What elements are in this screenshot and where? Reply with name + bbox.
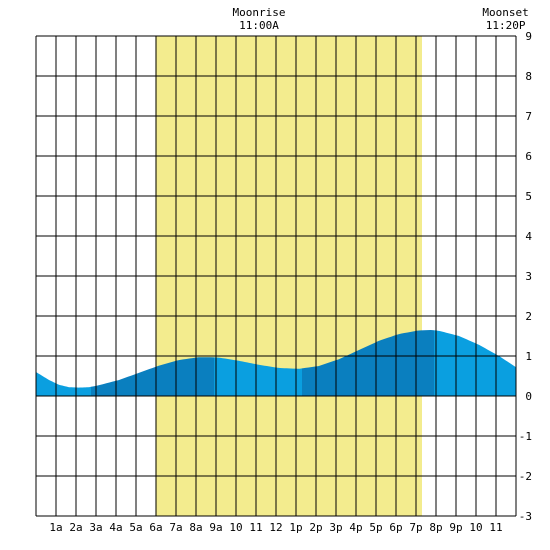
x-tick-label: 9p (449, 521, 462, 534)
tide-area-segment-2 (91, 357, 214, 396)
y-tick-label: 9 (525, 30, 532, 43)
x-tick-label: 1a (49, 521, 62, 534)
x-tick-label: 6a (149, 521, 162, 534)
moonset-time: 11:20P (486, 19, 526, 32)
x-tick-label: 4p (349, 521, 362, 534)
x-tick-label: 10 (469, 521, 482, 534)
x-tick-label: 12 (269, 521, 282, 534)
y-tick-label: 2 (525, 310, 532, 323)
x-tick-label: 4a (109, 521, 122, 534)
y-tick-label: 7 (525, 110, 532, 123)
y-tick-label: 8 (525, 70, 532, 83)
x-axis-tick-labels: 1a 2a 3a 4a 5a 6a 7a 8a 9a 10 11 12 1p 2p 3p 4p 5p 6p 7p 8p… (49, 521, 502, 534)
x-tick-label: 9a (209, 521, 222, 534)
y-tick-label: 5 (525, 190, 532, 203)
x-tick-label: 5p (369, 521, 382, 534)
tide-area-segment-1 (36, 372, 91, 396)
y-tick-label: -1 (519, 430, 532, 443)
y-tick-label: 6 (525, 150, 532, 163)
moonrise-label: Moonrise (233, 6, 286, 19)
x-tick-label: 2p (309, 521, 322, 534)
y-tick-label: 3 (525, 270, 532, 283)
moonset-label: Moonset (482, 6, 528, 19)
x-tick-label: 3p (329, 521, 342, 534)
grid-layer (35, 35, 517, 517)
y-tick-label: -3 (519, 510, 532, 523)
moonrise-time: 11:00A (239, 19, 279, 32)
x-tick-label: 11 (249, 521, 262, 534)
x-tick-label: 8p (429, 521, 442, 534)
y-tick-label: 1 (525, 350, 532, 363)
y-tick-label: -2 (519, 470, 532, 483)
x-tick-label: 11 (489, 521, 502, 534)
x-tick-label: 2a (69, 521, 82, 534)
y-axis-tick-labels: 9 8 7 6 5 4 3 2 1 0 -1 -2 -3 (519, 30, 533, 523)
x-tick-label: 10 (229, 521, 242, 534)
x-tick-label: 8a (189, 521, 202, 534)
x-tick-label: 1p (289, 521, 302, 534)
x-tick-label: 5a (129, 521, 142, 534)
x-tick-label: 6p (389, 521, 402, 534)
x-tick-label: 7p (409, 521, 422, 534)
y-tick-label: 4 (525, 230, 532, 243)
tide-area-segment-4 (302, 330, 434, 396)
y-tick-label: 0 (525, 390, 532, 403)
x-tick-label: 3a (89, 521, 102, 534)
x-tick-label: 7a (169, 521, 182, 534)
